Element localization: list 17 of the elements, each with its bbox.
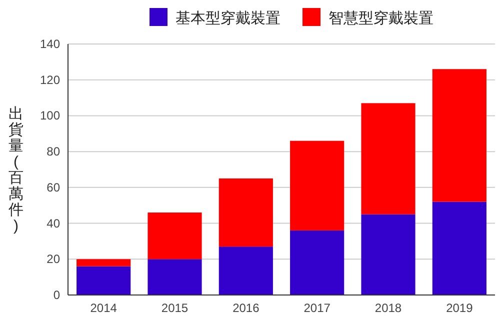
xtick: 2016 (232, 301, 260, 315)
ytick: 60 (46, 180, 60, 194)
ytick: 100 (40, 108, 60, 123)
legend-label: 基本型穿戴裝置 (176, 10, 280, 27)
xtick: 2018 (374, 301, 402, 315)
ytick: 0 (53, 288, 60, 302)
legend-label: 智慧型穿戴裝置 (328, 10, 434, 27)
xtick: 2017 (304, 301, 330, 315)
xtick: 2015 (161, 301, 188, 315)
xtick: 2019 (446, 301, 473, 315)
ytick: 80 (46, 144, 60, 159)
ytick: 40 (46, 216, 60, 230)
xtick: 2014 (90, 301, 117, 315)
ytick: 20 (46, 252, 60, 266)
ytick: 120 (40, 72, 60, 87)
ylabel: 出貨量(百萬件) (8, 106, 24, 234)
ytick: 140 (40, 37, 60, 51)
